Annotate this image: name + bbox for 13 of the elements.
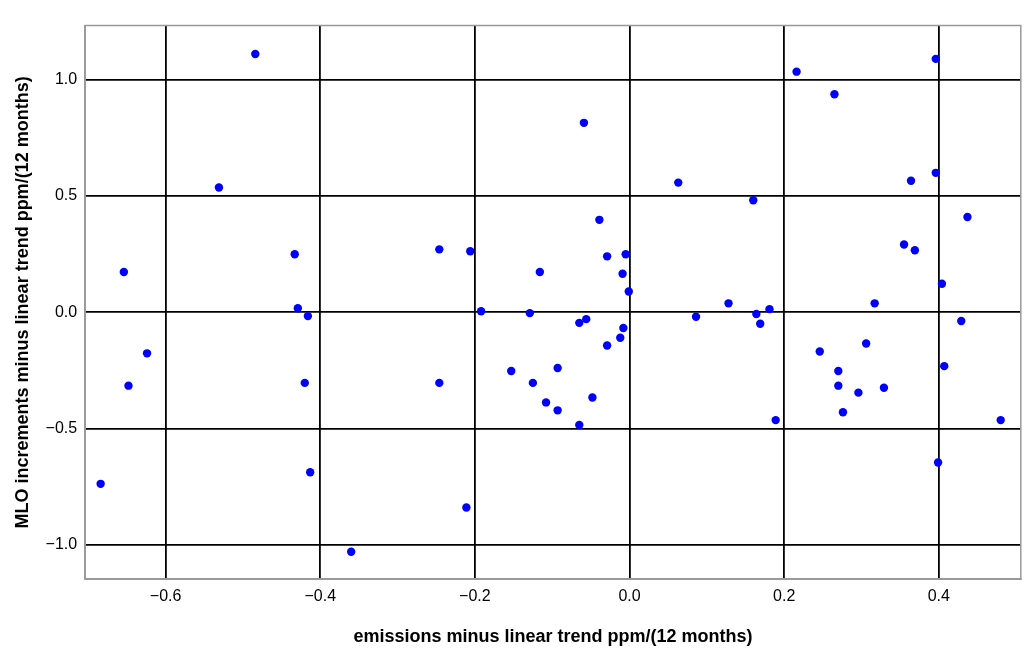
y-tick-label: −0.5 bbox=[45, 418, 78, 436]
x-tick-label: −0.6 bbox=[149, 587, 182, 605]
x-axis-title: emissions minus linear trend ppm/(12 months) bbox=[353, 626, 753, 647]
y-tick-label: 1.0 bbox=[54, 69, 78, 87]
x-tick-label: 0.0 bbox=[618, 587, 641, 605]
y-tick-label: −1.0 bbox=[45, 535, 78, 553]
x-tick-label: −0.4 bbox=[304, 587, 337, 605]
x-tick-label: −0.2 bbox=[459, 587, 491, 605]
y-tick-label: 0.0 bbox=[54, 302, 78, 320]
y-axis-title: MLO increments minus linear trend ppm/(12 months) bbox=[11, 76, 32, 529]
x-tick-label: 0.4 bbox=[927, 587, 951, 605]
y-tick-label: 0.5 bbox=[54, 186, 78, 204]
x-tick-label: 0.2 bbox=[773, 587, 796, 605]
